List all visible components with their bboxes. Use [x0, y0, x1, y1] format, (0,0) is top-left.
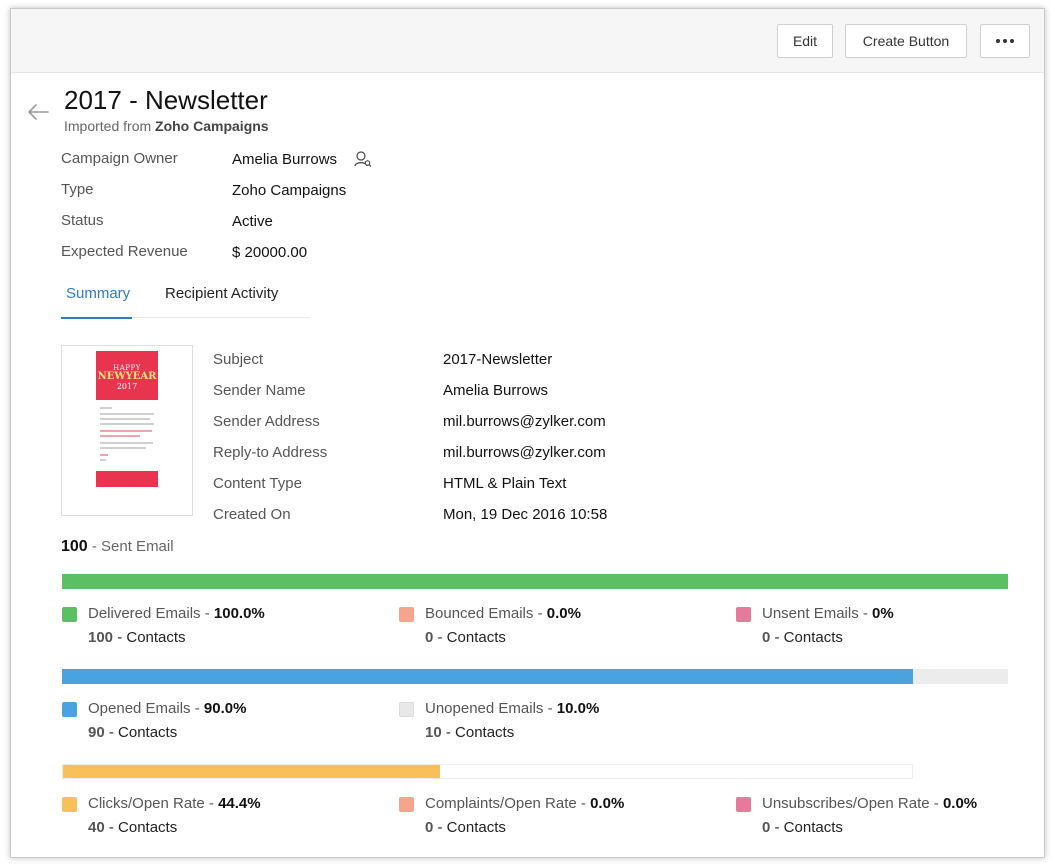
expected-revenue-label: Expected Revenue	[61, 243, 188, 260]
page-title: 2017 - Newsletter	[64, 85, 268, 115]
unsubscribes-swatch	[736, 797, 751, 812]
opens-progress-fill	[62, 669, 914, 684]
delivered-swatch	[62, 607, 77, 622]
sender-address-value: mil.burrows@zylker.com	[443, 413, 606, 430]
clicks-progress-bar	[62, 764, 913, 779]
imported-source: Zoho Campaigns	[155, 118, 269, 134]
clicks-progress-fill	[63, 765, 440, 778]
campaign-owner-label: Campaign Owner	[61, 150, 178, 167]
edit-button[interactable]: Edit	[777, 24, 833, 58]
complaints-swatch	[399, 797, 414, 812]
tab-recipient-activity[interactable]: Recipient Activity	[165, 285, 279, 302]
tab-summary[interactable]: Summary	[66, 285, 131, 302]
back-arrow-icon[interactable]	[26, 103, 50, 121]
sender-name-label: Sender Name	[213, 382, 306, 399]
active-tab-indicator	[61, 317, 132, 319]
opened-swatch	[62, 702, 77, 717]
campaign-window: Edit Create Button 2017 - Newsletter Imp…	[10, 8, 1045, 858]
content-type-value: HTML & Plain Text	[443, 475, 567, 492]
subject-value: 2017-Newsletter	[443, 351, 553, 368]
type-label: Type	[61, 181, 94, 198]
change-owner-icon[interactable]	[354, 150, 372, 168]
reply-to-address-value: mil.burrows@zylker.com	[443, 444, 606, 461]
thumbnail-banner: HAPPY NEWYEAR 2017	[96, 351, 158, 400]
delivery-progress-fill	[62, 574, 1008, 589]
imported-from: Imported from Zoho Campaigns	[64, 118, 269, 134]
more-button[interactable]	[980, 24, 1030, 58]
content-type-label: Content Type	[213, 475, 302, 492]
sent-label: - Sent Email	[91, 538, 174, 555]
reply-to-address-label: Reply-to Address	[213, 444, 328, 461]
toolbar: Edit Create Button	[11, 9, 1044, 73]
unopened-swatch	[399, 702, 414, 717]
tab-divider	[61, 317, 309, 318]
sent-count: 100	[61, 538, 88, 555]
bounced-swatch	[399, 607, 414, 622]
thumbnail-footer	[96, 471, 158, 487]
delivery-progress-bar	[62, 574, 1008, 589]
created-on-value: Mon, 19 Dec 2016 10:58	[443, 506, 608, 523]
sender-address-label: Sender Address	[213, 413, 320, 430]
more-horizontal-icon	[996, 39, 1014, 43]
status-value: Active	[232, 213, 273, 230]
sender-name-value: Amelia Burrows	[443, 382, 549, 399]
create-button-button[interactable]: Create Button	[845, 24, 967, 58]
sent-email-count: 100 - Sent Email	[61, 538, 174, 556]
subject-label: Subject	[213, 351, 264, 368]
type-value: Zoho Campaigns	[232, 182, 347, 199]
opens-progress-bar	[62, 669, 1008, 684]
clicks-swatch	[62, 797, 77, 812]
campaign-owner-value: Amelia Burrows	[232, 151, 338, 168]
expected-revenue-value: $ 20000.00	[232, 244, 308, 261]
email-preview-thumbnail[interactable]: HAPPY NEWYEAR 2017	[61, 345, 193, 516]
unsent-swatch	[736, 607, 751, 622]
created-on-label: Created On	[213, 506, 291, 523]
status-label: Status	[61, 212, 104, 229]
imported-prefix: Imported from	[64, 118, 152, 134]
